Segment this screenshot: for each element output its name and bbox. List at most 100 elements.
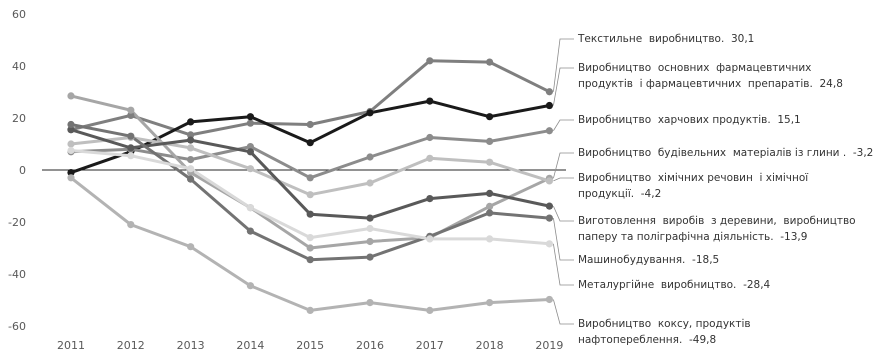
x-tick-label: 2012: [117, 339, 145, 352]
data-point: [366, 237, 374, 246]
data-point: [187, 243, 195, 251]
data-point: [306, 210, 314, 218]
data-point: [366, 224, 374, 233]
leader-line: [553, 67, 574, 106]
series-label-pharma: Виробництво основних фармацевтичних прод…: [578, 62, 843, 90]
x-tick-label: 2016: [356, 339, 384, 352]
series-lines: [70, 59, 551, 312]
x-tick-label: 2015: [296, 339, 324, 352]
y-tick-label: -20: [8, 216, 26, 229]
data-point: [486, 299, 494, 307]
data-point: [545, 202, 554, 210]
data-point: [67, 126, 75, 134]
data-point: [187, 165, 195, 173]
x-tick-label: 2019: [535, 339, 563, 352]
data-point: [127, 144, 135, 152]
leader-line: [553, 205, 574, 222]
data-point: [306, 139, 314, 147]
data-point: [366, 153, 374, 161]
series-label-textile: Текстильне виробництво. 30,1: [578, 33, 755, 45]
data-point: [67, 92, 75, 100]
data-point: [187, 136, 195, 144]
data-point: [187, 175, 195, 183]
data-point: [426, 133, 434, 142]
y-tick-label: 40: [12, 60, 26, 73]
leader-line: [553, 119, 574, 131]
data-point: [127, 221, 135, 229]
data-point: [67, 146, 75, 155]
x-axis-ticks: 2011 2012 2013 2014 2015 2016 2017 2018 2019: [57, 339, 563, 352]
x-tick-label: 2018: [476, 339, 504, 352]
x-tick-label: 2017: [416, 339, 444, 352]
series-label-coke-oil: Виробництво коксу, продуктів нафтоперебл…: [578, 318, 751, 346]
y-tick-label: 20: [12, 112, 26, 125]
series-label-clay-materials: Виробництво будівельних матеріалів із гл…: [578, 147, 874, 159]
data-point: [366, 253, 374, 261]
data-point: [306, 306, 314, 314]
x-tick-label: 2014: [236, 339, 264, 352]
data-point: [187, 131, 195, 139]
data-point: [545, 101, 554, 110]
y-tick-label: -40: [8, 268, 26, 281]
data-point: [486, 113, 494, 121]
data-point: [187, 156, 195, 164]
series-label-food: Виробництво харчових продуктів. 15,1: [578, 114, 801, 126]
series-label-machinery: Машинобудування. -18,5: [578, 254, 720, 266]
data-point: [127, 152, 135, 160]
data-point: [246, 148, 254, 156]
y-tick-label: 60: [12, 8, 26, 21]
x-tick-label: 2011: [57, 339, 85, 352]
data-point: [486, 235, 494, 243]
data-point: [366, 109, 374, 117]
data-point: [67, 174, 75, 182]
data-point: [187, 144, 195, 152]
data-point: [127, 132, 135, 140]
data-point: [306, 120, 314, 129]
data-point: [486, 137, 494, 145]
data-point: [486, 158, 494, 166]
data-point: [545, 240, 554, 248]
data-point: [127, 111, 135, 119]
data-point: [366, 214, 374, 222]
data-point: [127, 106, 135, 114]
data-point: [246, 282, 254, 290]
data-point: [246, 227, 254, 235]
leader-line: [553, 38, 574, 92]
data-point: [246, 119, 254, 127]
data-point: [486, 209, 494, 217]
data-point: [545, 177, 554, 185]
data-point: [306, 234, 314, 242]
series-label-metallurgy: Металургійне виробництво. -28,4: [578, 279, 771, 291]
data-point: [67, 140, 75, 148]
data-point: [426, 195, 434, 203]
series-label-wood-paper: Виготовлення виробів з деревини, виробни…: [578, 215, 856, 243]
leader-line: [553, 243, 574, 286]
data-point: [306, 256, 314, 264]
data-point: [306, 191, 314, 199]
data-point: [545, 295, 554, 304]
data-point: [426, 154, 434, 162]
label-leader-lines: [553, 38, 574, 325]
data-point: [486, 189, 494, 197]
y-tick-label: 0: [19, 164, 26, 177]
leader-line: [553, 177, 574, 182]
data-point: [246, 143, 254, 151]
data-point: [67, 120, 75, 129]
leader-line: [553, 299, 574, 325]
data-point: [246, 204, 254, 212]
data-point: [426, 235, 434, 243]
data-point: [67, 169, 75, 177]
data-point: [545, 127, 554, 135]
data-point: [187, 118, 195, 126]
leader-line: [553, 152, 574, 179]
data-point: [545, 88, 554, 96]
data-point: [306, 174, 314, 182]
data-point: [545, 214, 554, 222]
series-label-chemicals: Виробництво хімічних речовин і хімічної …: [578, 172, 809, 200]
y-tick-label: -60: [8, 320, 26, 333]
data-point: [426, 97, 434, 105]
data-point: [306, 244, 314, 252]
data-point: [486, 202, 494, 210]
data-point: [366, 299, 374, 307]
